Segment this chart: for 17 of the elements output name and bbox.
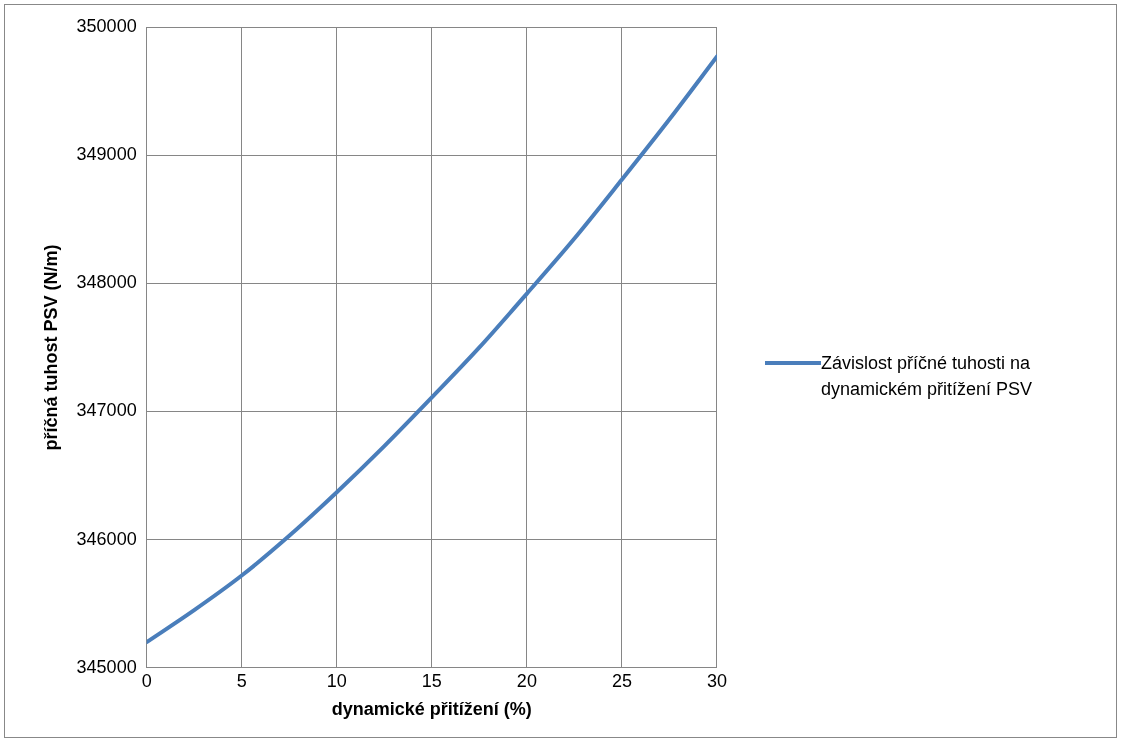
x-tick-label: 30 [706,670,727,691]
legend-label: Závislost příčné tuhosti na dynamickém přitížení PSV [821,352,1034,401]
x-tick-label: 25 [611,670,632,691]
x-tick-label: 0 [141,670,152,691]
x-tick-label: 5 [236,670,247,691]
y-tick-label: 348000 [76,272,137,293]
x-tick-label: 15 [421,670,442,691]
y-tick-label: 349000 [76,144,137,165]
line-series [146,54,717,645]
y-tick-label: 347000 [76,400,137,421]
y-tick-label: 350000 [76,15,137,36]
y-tick-label: 345000 [76,656,137,677]
x-tick-label: 10 [326,670,347,691]
y-tick-label: 346000 [76,528,137,549]
y-axis-title: příčná tuhost PSV (N/m) [40,244,61,451]
x-axis-title: dynamické přitížení (%) [331,699,532,720]
x-tick-label: 20 [516,670,537,691]
